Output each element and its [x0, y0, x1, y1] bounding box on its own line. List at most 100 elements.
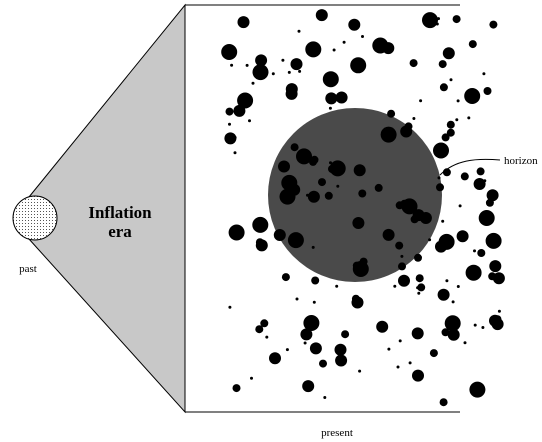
galaxy	[489, 260, 501, 272]
galaxy	[234, 151, 237, 154]
galaxy	[286, 83, 298, 95]
galaxy	[479, 210, 495, 226]
galaxy	[298, 70, 301, 73]
galaxy	[439, 234, 455, 250]
galaxy	[381, 127, 397, 143]
galaxy	[286, 348, 289, 351]
galaxy	[335, 285, 338, 288]
galaxy	[399, 339, 402, 342]
galaxy	[304, 342, 307, 345]
galaxy	[422, 12, 438, 28]
galaxy	[405, 122, 413, 130]
galaxy	[398, 275, 410, 287]
galaxy	[230, 64, 233, 67]
galaxy	[457, 99, 460, 102]
galaxy	[376, 321, 388, 333]
galaxy	[482, 72, 485, 75]
galaxy	[409, 361, 412, 364]
galaxy	[316, 9, 328, 21]
galaxy	[252, 82, 255, 85]
galaxy	[441, 220, 444, 223]
galaxy	[393, 285, 396, 288]
galaxy	[252, 217, 268, 233]
galaxy	[325, 192, 333, 200]
galaxy	[309, 158, 317, 166]
cone-label-line1: Inflation	[88, 203, 152, 222]
galaxy	[348, 19, 360, 31]
galaxy	[360, 258, 368, 266]
galaxy	[354, 64, 362, 72]
galaxy	[298, 30, 301, 33]
galaxy	[414, 254, 422, 262]
galaxy	[333, 49, 336, 52]
galaxy	[484, 87, 492, 95]
galaxy	[280, 189, 296, 205]
galaxy	[442, 133, 450, 141]
galaxy	[440, 83, 448, 91]
galaxy	[358, 190, 366, 198]
galaxy	[285, 199, 288, 202]
galaxy	[412, 327, 424, 339]
galaxy	[464, 88, 480, 104]
galaxy	[455, 118, 458, 121]
galaxy	[486, 233, 502, 249]
galaxy	[473, 249, 476, 252]
galaxy	[329, 161, 332, 164]
galaxy	[411, 215, 419, 223]
galaxy	[272, 72, 275, 75]
galaxy	[237, 93, 253, 109]
galaxy	[329, 107, 332, 110]
galaxy	[448, 329, 460, 341]
galaxy	[412, 117, 415, 120]
galaxy	[410, 59, 418, 67]
galaxy	[461, 172, 469, 180]
galaxy	[372, 38, 388, 54]
galaxy	[498, 310, 501, 313]
galaxy	[330, 160, 346, 176]
galaxy	[310, 342, 322, 354]
galaxy	[387, 110, 395, 118]
galaxy	[438, 176, 441, 179]
galaxy	[306, 194, 309, 197]
galaxy	[469, 40, 477, 48]
galaxy	[323, 396, 326, 399]
galaxy	[457, 230, 469, 242]
galaxy	[481, 326, 484, 329]
galaxy	[312, 246, 315, 249]
galaxy	[477, 167, 485, 175]
galaxy	[489, 21, 497, 29]
galaxy	[488, 272, 496, 280]
galaxy	[296, 298, 299, 301]
galaxy	[341, 330, 349, 338]
galaxy	[221, 44, 237, 60]
galaxy	[311, 277, 319, 285]
galaxy	[428, 238, 431, 241]
galaxy	[474, 324, 477, 327]
galaxy	[336, 185, 339, 188]
galaxy	[291, 58, 303, 70]
galaxy	[335, 355, 347, 367]
galaxy	[233, 384, 241, 392]
cone-label-line2: era	[108, 222, 132, 241]
galaxy	[335, 344, 347, 356]
galaxy	[417, 292, 420, 295]
horizon-label: horizon	[504, 155, 538, 167]
galaxy	[308, 191, 320, 203]
galaxy	[229, 225, 245, 241]
galaxy	[440, 398, 448, 406]
galaxy	[436, 183, 444, 191]
galaxy	[489, 315, 501, 327]
galaxy	[450, 78, 453, 81]
galaxy	[288, 232, 304, 248]
galaxy	[486, 199, 494, 207]
galaxy	[352, 217, 364, 229]
galaxy	[375, 184, 383, 192]
galaxy	[318, 178, 326, 186]
galaxy	[253, 64, 269, 80]
galaxy	[228, 123, 231, 126]
galaxy	[439, 60, 447, 68]
galaxy	[453, 15, 461, 23]
galaxy	[313, 301, 316, 304]
galaxy	[457, 285, 460, 288]
galaxy	[387, 348, 390, 351]
